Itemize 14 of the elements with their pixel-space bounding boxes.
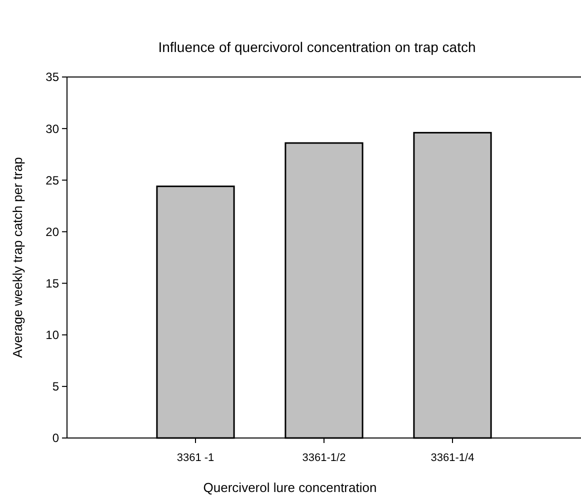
x-tick-label: 3361-1/4 — [430, 452, 474, 464]
chart-title: Influence of quercivorol concentration on trap catch — [158, 39, 476, 55]
y-tick-label: 25 — [46, 173, 60, 188]
y-axis-title: Average weekly trap catch per trap — [10, 157, 25, 358]
y-tick-label: 10 — [46, 328, 60, 342]
x-axis-title: Querciverol lure concentration — [203, 480, 377, 495]
y-tick-label: 5 — [52, 380, 60, 394]
x-tick-label: 3361-1/2 — [302, 452, 346, 464]
y-tick-label: 30 — [46, 122, 60, 136]
x-tick-label: 3361 -1 — [176, 452, 214, 464]
y-tick-label: 15 — [46, 276, 60, 290]
y-tick-label: 0 — [52, 431, 60, 446]
y-tick-label: 35 — [46, 70, 60, 84]
y-tick-label: 20 — [46, 224, 60, 239]
